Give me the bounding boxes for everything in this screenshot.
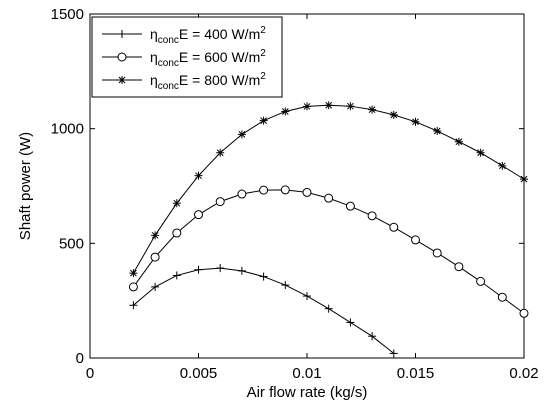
data-point: [237, 130, 246, 139]
data-point: [367, 211, 377, 221]
legend-marker: [117, 52, 127, 62]
x-tick-label: 0.01: [292, 365, 321, 382]
data-point: [368, 105, 377, 114]
legend-marker: [118, 76, 126, 84]
data-point: [151, 231, 160, 240]
x-axis-title: Air flow rate (kg/s): [247, 384, 368, 401]
data-point: [302, 187, 312, 197]
data-point: [194, 171, 203, 180]
legend-item: ηconcE = 400 W/m2: [102, 25, 266, 46]
series-star: [129, 101, 528, 278]
data-point: [324, 193, 334, 203]
data-point: [345, 201, 355, 211]
legend-label: ηconcE = 800 W/m2: [150, 71, 266, 92]
data-point: [216, 264, 225, 273]
data-point: [476, 276, 486, 286]
data-point: [519, 308, 529, 318]
data-point: [454, 137, 463, 146]
data-point: [280, 185, 290, 195]
data-point: [432, 248, 442, 258]
data-point: [281, 281, 290, 290]
data-point: [368, 332, 377, 341]
data-point: [324, 304, 333, 313]
data-point: [151, 282, 160, 291]
data-point: [433, 126, 442, 135]
data-point: [216, 148, 225, 157]
data-point: [389, 110, 398, 119]
data-point: [237, 266, 246, 275]
data-point: [411, 235, 420, 245]
x-tick-label: 0: [86, 365, 94, 382]
data-point: [128, 282, 138, 292]
data-point: [194, 265, 203, 274]
data-point: [172, 199, 181, 208]
data-point: [303, 292, 311, 301]
data-point: [520, 175, 528, 184]
data-point: [129, 301, 138, 310]
x-tick-label: 0.005: [180, 365, 218, 382]
x-tick-label: 0.02: [509, 365, 538, 382]
legend-item: ηconcE = 800 W/m2: [102, 71, 266, 92]
legend-label: ηconcE = 600 W/m2: [150, 48, 266, 69]
series-plus: [129, 264, 398, 358]
x-tick-label: 0.015: [397, 365, 435, 382]
data-point: [150, 252, 160, 262]
legend-marker: [118, 30, 126, 38]
y-tick-label: 1500: [51, 6, 84, 23]
axis-ticks: 0 0.005 0.01 0.015 0.02 0 500 1000 1500: [51, 6, 539, 382]
legend-label: ηconcE = 400 W/m2: [150, 25, 266, 46]
data-point: [129, 269, 138, 278]
series-circle: [128, 185, 529, 318]
data-point: [346, 318, 355, 327]
data-point: [281, 107, 290, 116]
y-axis-title: Shaft power (W): [17, 132, 34, 240]
data-point: [215, 197, 225, 207]
data-point: [411, 117, 420, 126]
series-line: [132, 104, 525, 274]
y-tick-label: 1000: [51, 121, 84, 138]
data-point: [498, 161, 507, 170]
series-line: [133, 267, 395, 354]
data-point: [172, 228, 182, 238]
y-tick-label: 0: [76, 350, 84, 367]
data-point: [172, 271, 181, 280]
data-point: [476, 148, 485, 157]
data-point: [389, 222, 399, 232]
data-point: [259, 272, 268, 281]
data-point: [237, 189, 247, 199]
data-point: [389, 349, 398, 358]
y-tick-label: 500: [59, 235, 84, 252]
series-layer: [128, 101, 529, 358]
data-point: [259, 185, 269, 195]
data-point: [324, 101, 333, 110]
data-point: [259, 116, 268, 125]
data-point: [303, 102, 311, 111]
data-point: [497, 292, 507, 302]
data-point: [454, 262, 464, 272]
series-line: [132, 189, 525, 314]
data-point: [194, 210, 203, 220]
data-point: [346, 102, 355, 111]
legend-item: ηconcE = 600 W/m2: [102, 48, 266, 69]
